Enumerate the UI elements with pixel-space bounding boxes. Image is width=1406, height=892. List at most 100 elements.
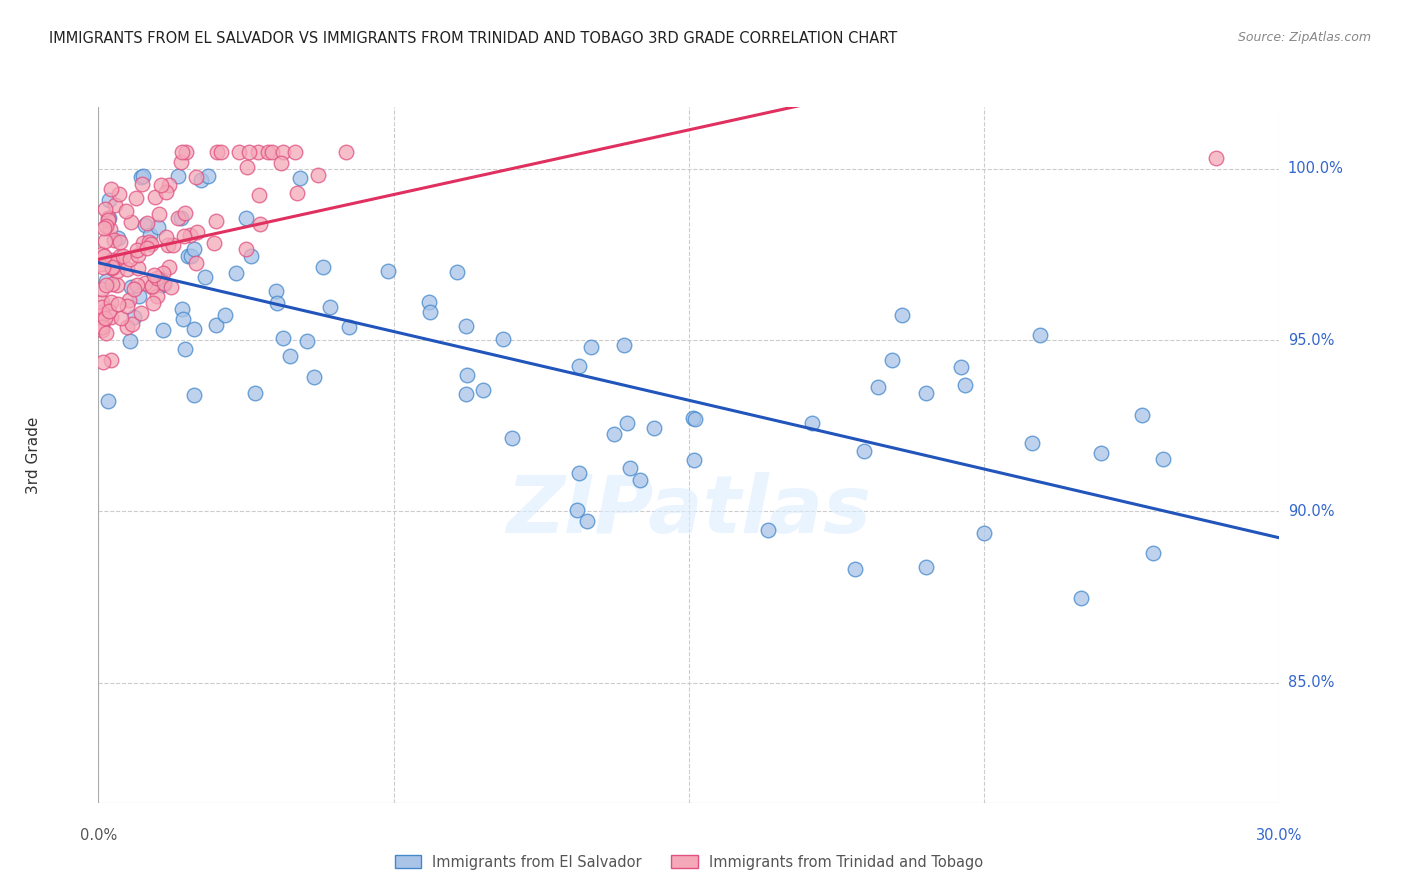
- Point: [152, 323, 174, 337]
- Point: [603, 426, 626, 441]
- Text: 0.0%: 0.0%: [80, 828, 117, 843]
- Point: [565, 503, 588, 517]
- Point: [143, 268, 166, 282]
- Point: [121, 317, 143, 331]
- Point: [94, 235, 117, 249]
- Point: [1028, 328, 1050, 343]
- Point: [183, 322, 205, 336]
- Point: [173, 228, 195, 243]
- Point: [96, 277, 118, 292]
- Point: [155, 185, 177, 199]
- Point: [579, 340, 602, 354]
- Point: [139, 237, 162, 252]
- Point: [628, 473, 651, 487]
- Point: [312, 260, 335, 274]
- Point: [91, 319, 114, 334]
- Point: [121, 280, 143, 294]
- Point: [953, 377, 976, 392]
- Point: [91, 260, 114, 274]
- Point: [91, 282, 114, 296]
- Point: [132, 235, 155, 250]
- Point: [125, 277, 148, 292]
- Point: [186, 256, 208, 270]
- Point: [96, 213, 118, 227]
- Point: [852, 443, 875, 458]
- Point: [150, 273, 173, 287]
- Point: [575, 514, 598, 528]
- Point: [228, 145, 250, 159]
- Point: [257, 145, 280, 159]
- Point: [235, 211, 257, 226]
- Point: [914, 560, 936, 574]
- Point: [180, 249, 202, 263]
- Point: [249, 217, 271, 231]
- Point: [214, 308, 236, 322]
- Point: [148, 207, 170, 221]
- Point: [91, 317, 114, 331]
- Point: [235, 242, 257, 256]
- Point: [202, 236, 225, 251]
- Point: [295, 334, 318, 348]
- Point: [190, 173, 212, 187]
- Point: [149, 178, 172, 193]
- Point: [160, 280, 183, 294]
- Point: [162, 237, 184, 252]
- Point: [377, 263, 399, 277]
- Point: [134, 218, 156, 232]
- Point: [337, 319, 360, 334]
- Point: [446, 265, 468, 279]
- Point: [1021, 435, 1043, 450]
- Point: [107, 254, 129, 268]
- Point: [131, 169, 153, 184]
- Point: [492, 333, 515, 347]
- Point: [174, 343, 197, 357]
- Point: [239, 249, 262, 263]
- Point: [108, 186, 131, 201]
- Point: [568, 466, 591, 480]
- Point: [100, 352, 122, 367]
- Point: [204, 318, 226, 333]
- Point: [307, 168, 329, 182]
- Point: [183, 243, 205, 257]
- Point: [146, 289, 169, 303]
- Point: [335, 145, 357, 159]
- Point: [260, 145, 283, 159]
- Point: [108, 235, 131, 249]
- Point: [456, 368, 478, 382]
- Point: [238, 145, 260, 159]
- Point: [91, 300, 114, 314]
- Point: [616, 416, 638, 430]
- Text: ZIPatlas: ZIPatlas: [506, 472, 872, 549]
- Legend: Immigrants from El Salvador, Immigrants from Trinidad and Tobago: Immigrants from El Salvador, Immigrants …: [388, 849, 990, 876]
- Point: [177, 250, 200, 264]
- Point: [141, 278, 163, 293]
- Point: [471, 383, 494, 397]
- Text: 3rd Grade: 3rd Grade: [25, 417, 41, 493]
- Point: [100, 253, 122, 268]
- Point: [136, 241, 159, 255]
- Point: [179, 227, 201, 242]
- Point: [170, 145, 193, 159]
- Point: [110, 310, 132, 325]
- Point: [100, 295, 122, 310]
- Point: [152, 266, 174, 280]
- Point: [157, 178, 180, 192]
- Point: [174, 206, 197, 220]
- Point: [118, 293, 141, 307]
- Point: [1130, 408, 1153, 422]
- Point: [153, 276, 176, 290]
- Point: [135, 216, 157, 230]
- Point: [98, 193, 121, 207]
- Point: [284, 145, 307, 159]
- Point: [613, 338, 636, 352]
- Point: [100, 182, 122, 196]
- Point: [105, 277, 128, 292]
- Point: [115, 320, 138, 334]
- Point: [100, 310, 122, 324]
- Point: [107, 231, 129, 245]
- Point: [127, 248, 149, 262]
- Point: [1090, 446, 1112, 460]
- Point: [127, 244, 149, 258]
- Point: [122, 282, 145, 296]
- Point: [100, 277, 122, 292]
